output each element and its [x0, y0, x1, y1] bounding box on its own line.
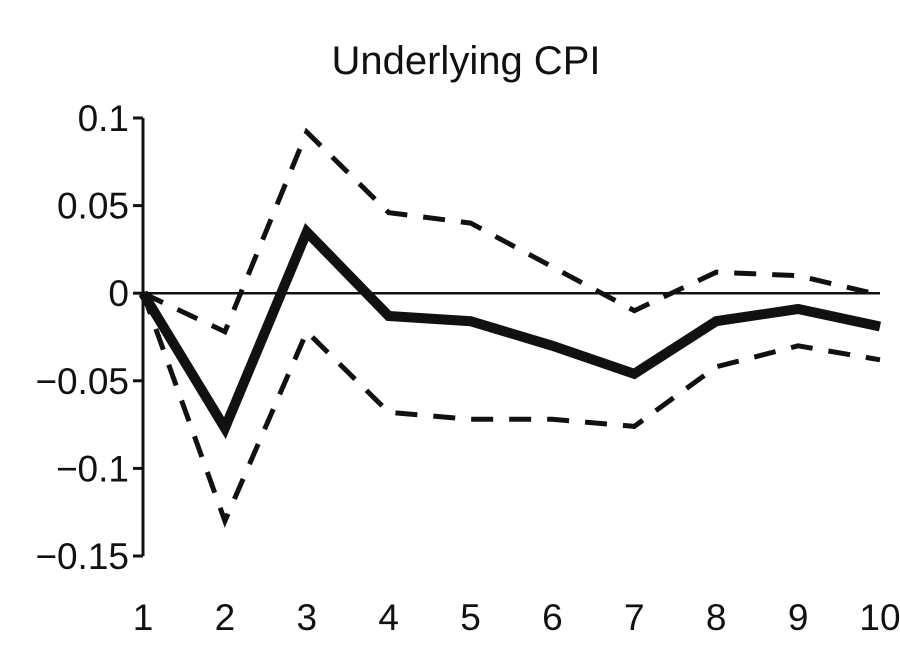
series-line-response	[138, 222, 882, 440]
x-tick-label: 1	[133, 597, 154, 638]
series-group	[138, 127, 882, 528]
y-tick-label: −0.1	[56, 448, 129, 489]
x-tick-label: 5	[460, 597, 481, 638]
y-tick-label: 0.1	[78, 98, 129, 139]
series-line-upper-band	[141, 127, 881, 336]
y-tick-label: −0.15	[35, 536, 129, 577]
x-tick-label: 7	[624, 597, 645, 638]
x-tick-label: 2	[215, 597, 236, 638]
series-line-lower-band	[140, 292, 881, 528]
y-tick-label: −0.05	[35, 361, 129, 402]
x-tick-label: 9	[788, 597, 809, 638]
axes	[133, 116, 880, 558]
x-tick-label: 8	[706, 597, 727, 638]
chart-title: Underlying CPI	[331, 39, 600, 83]
tick-labels: 0.1 0.05 0 −0.05 −0.1 −0.151 2 3 4 5 6 7 8 9 10	[35, 98, 900, 638]
y-tick-label: 0.05	[57, 186, 129, 227]
x-tick-label: 4	[378, 597, 399, 638]
x-tick-label: 3	[296, 597, 317, 638]
y-tick-label: 0	[108, 273, 129, 314]
x-tick-label: 6	[542, 597, 563, 638]
x-tick-label: 10	[859, 597, 900, 638]
